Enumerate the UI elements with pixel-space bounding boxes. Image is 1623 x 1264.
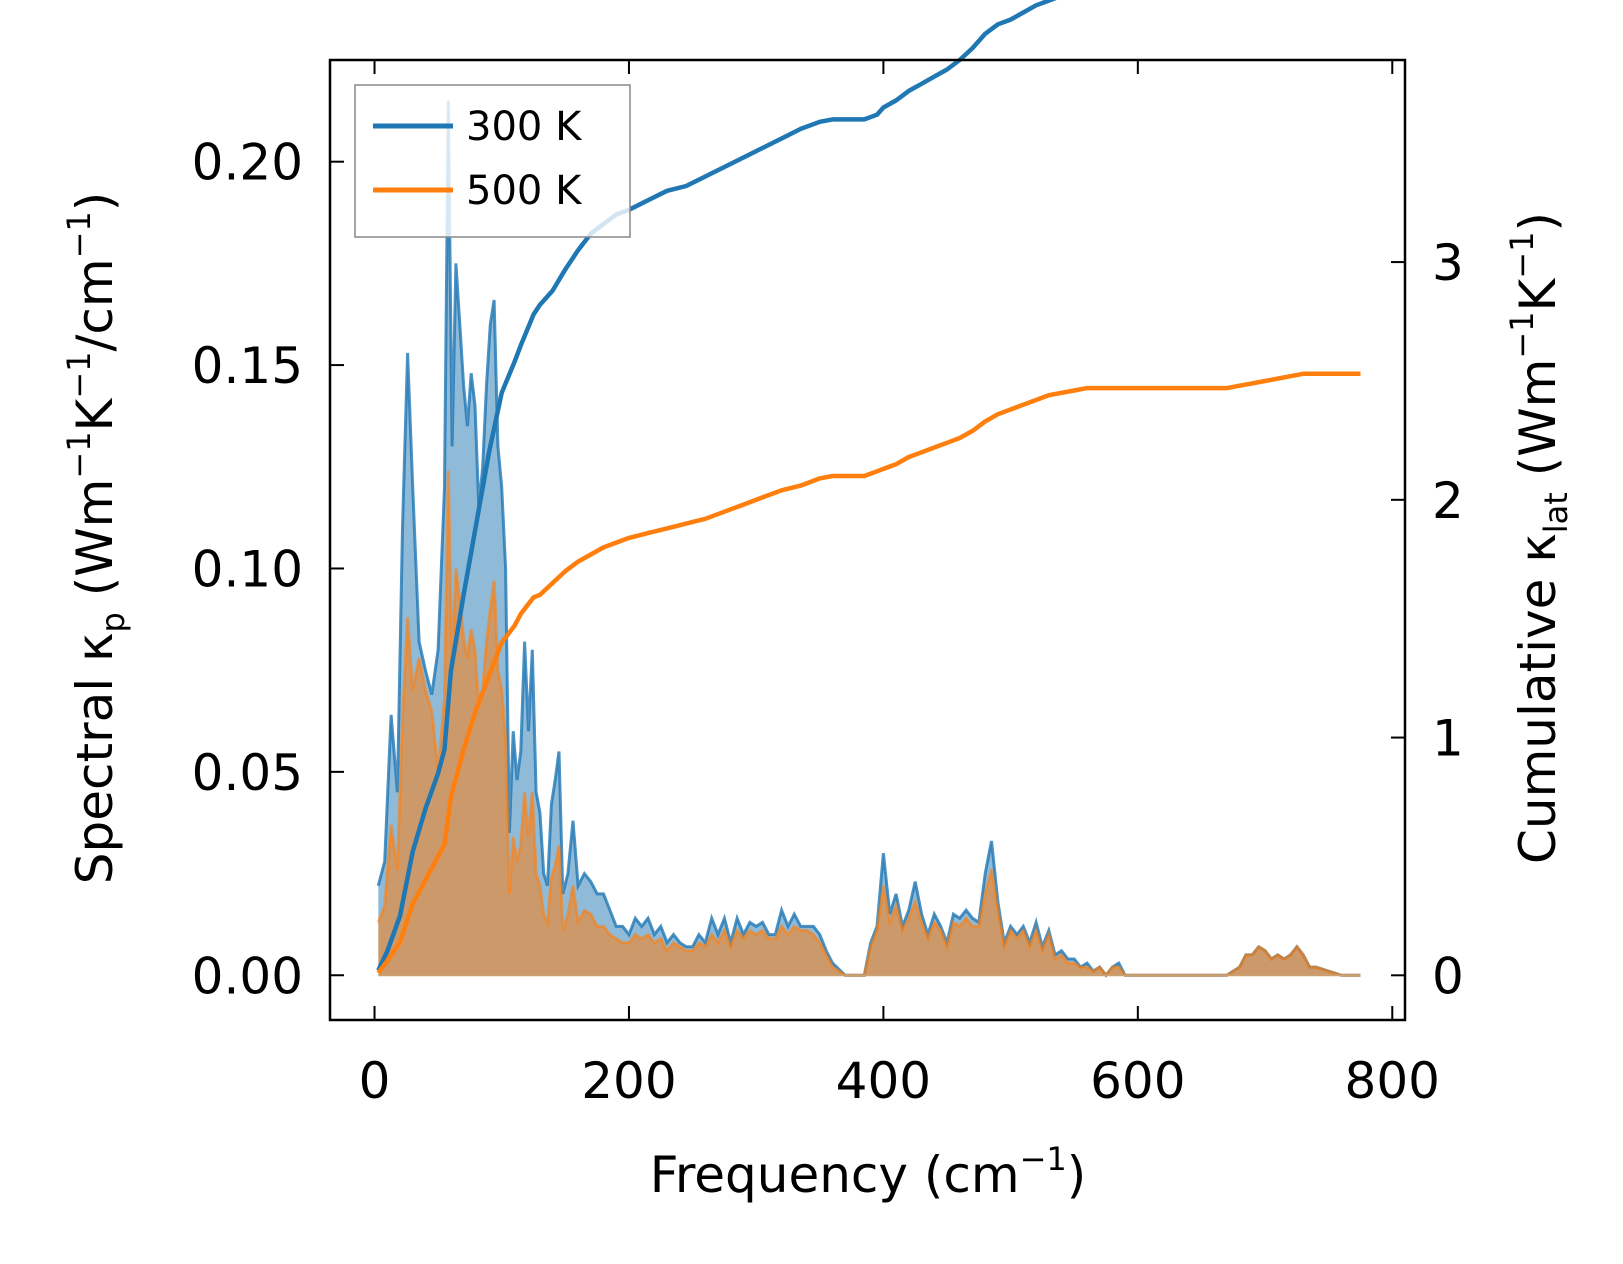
x-tick-label: 200: [581, 1052, 676, 1110]
x-axis-label: Frequency (cm−1): [650, 1140, 1087, 1204]
y2-tick-label: 2: [1432, 472, 1464, 530]
y-tick-label: 0.00: [192, 947, 303, 1005]
y-ticks: 0.00 0.05 0.10 0.15 0.20: [192, 134, 344, 1005]
y2-axis-label: Cumulative κlat (Wm−1K−1): [1503, 212, 1575, 864]
x-tick-label: 600: [1090, 1052, 1185, 1110]
spectral-area-500k: [378, 470, 1361, 976]
plot-frame: [328, 58, 1407, 1022]
legend-label-300k: 300 K: [466, 104, 583, 150]
y-tick-label: 0.05: [192, 744, 303, 802]
spectral-fills: [376, 100, 1361, 978]
x-tick-label: 800: [1345, 1052, 1440, 1110]
legend-box: [354, 84, 631, 238]
y-axis-label: Spectral κp (Wm−1K−1/cm−1): [60, 192, 132, 885]
x-tick-label: 0: [359, 1052, 391, 1110]
cumulative-line-500k: [376, 371, 1361, 975]
y2-tick-label: 1: [1432, 710, 1464, 768]
y-tick-label: 0.15: [192, 337, 303, 395]
y2-tick-label: 0: [1432, 947, 1464, 1005]
cumulative-line-300k: [376, 0, 1057, 972]
cumulative-lines: [376, 0, 1361, 975]
y-tick-label: 0.20: [192, 134, 303, 192]
legend: 300 K 500 K: [354, 84, 631, 238]
x-tick-label: 400: [836, 1052, 931, 1110]
y2-ticks: 0 1 2 3: [1391, 234, 1464, 1005]
y2-tick-label: 3: [1432, 234, 1464, 292]
x-ticks: 0 200 400 600 800: [359, 60, 1440, 1110]
legend-label-500k: 500 K: [466, 168, 583, 214]
y-tick-label: 0.10: [192, 540, 303, 598]
spectral-line-500k: [376, 470, 1361, 978]
